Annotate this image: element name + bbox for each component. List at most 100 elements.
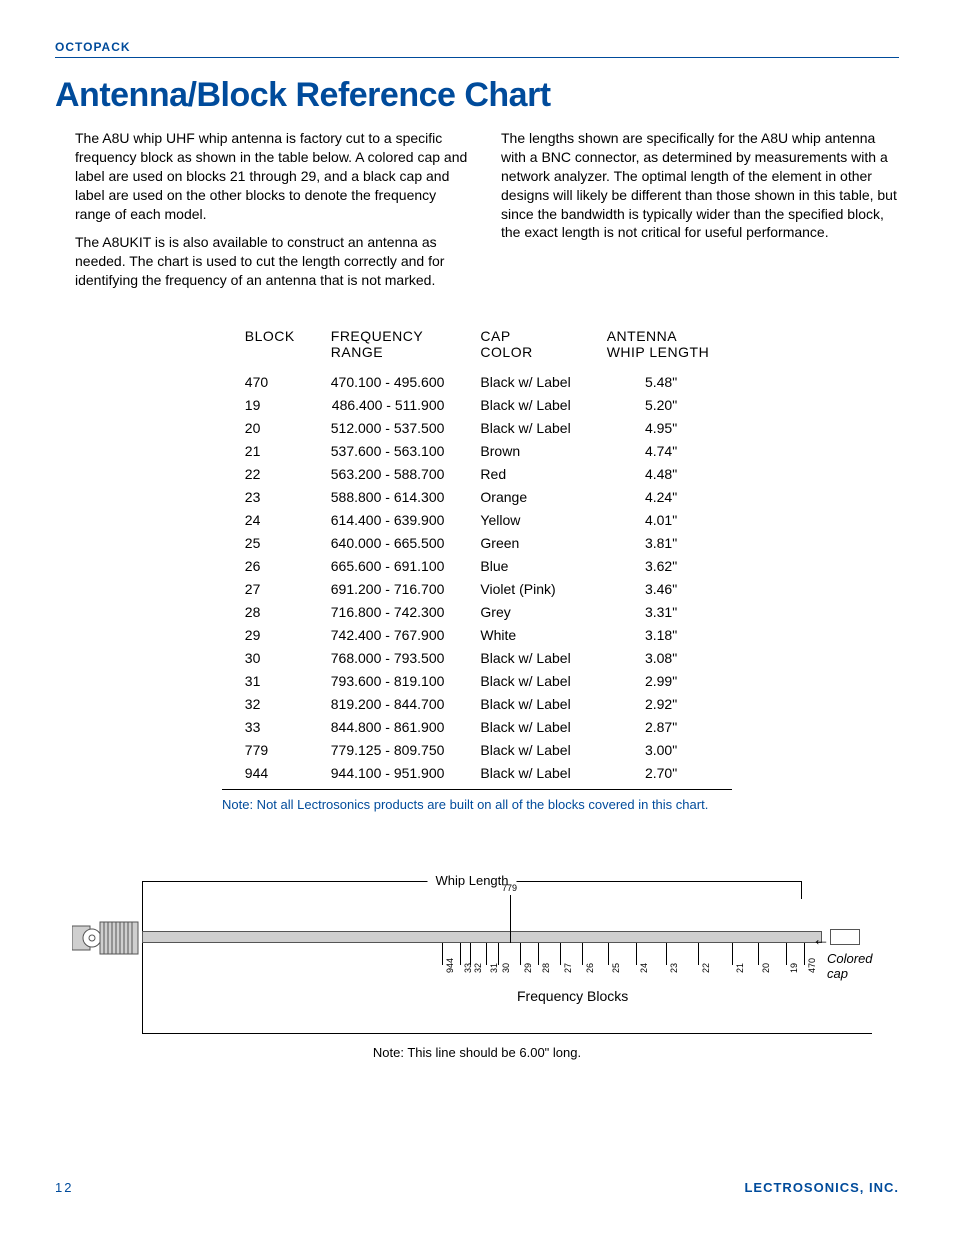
cell-frequency: 779.125 - 809.750 [313, 738, 463, 761]
cell-cap-color: Brown [462, 439, 588, 462]
antenna-diagram: Whip Length ← Colored cap 94433323130779… [72, 873, 882, 1073]
cell-cap-color: Black w/ Label [462, 416, 588, 439]
table-row: 944944.100 - 951.900Black w/ Label2.70" [227, 761, 727, 789]
cell-whip-length: 2.70" [589, 761, 727, 789]
frequency-tick [804, 943, 805, 965]
intro-columns: The A8U whip UHF whip antenna is factory… [75, 129, 899, 300]
cell-whip-length: 4.48" [589, 462, 727, 485]
cell-whip-length: 4.74" [589, 439, 727, 462]
cell-whip-length: 4.01" [589, 508, 727, 531]
frequency-tick [460, 943, 461, 965]
cell-frequency: 742.400 - 767.900 [313, 623, 463, 646]
table-row: 21537.600 - 563.100Brown4.74" [227, 439, 727, 462]
table-row: 28716.800 - 742.300Grey3.31" [227, 600, 727, 623]
cell-frequency: 819.200 - 844.700 [313, 692, 463, 715]
cell-frequency: 486.400 - 511.900 [313, 393, 463, 416]
cell-frequency: 563.200 - 588.700 [313, 462, 463, 485]
table-note-rule [222, 789, 732, 790]
frequency-tick [786, 943, 787, 965]
frequency-tick [442, 943, 443, 965]
cell-block: 32 [227, 692, 313, 715]
cell-cap-color: Blue [462, 554, 588, 577]
intro-right-column: The lengths shown are specifically for t… [501, 129, 899, 300]
cell-block: 29 [227, 623, 313, 646]
cell-whip-length: 5.20" [589, 393, 727, 416]
bnc-connector-icon [72, 908, 142, 968]
frequency-tick-label: 779 [502, 883, 517, 893]
page-footer: 12 LECTROSONICS, INC. [55, 1180, 899, 1195]
cell-whip-length: 2.87" [589, 715, 727, 738]
frequency-tick-label: 24 [639, 963, 649, 973]
cell-block: 25 [227, 531, 313, 554]
cell-block: 26 [227, 554, 313, 577]
table-row: 29742.400 - 767.900White3.18" [227, 623, 727, 646]
reference-table: BLOCK FREQUENCYRANGE CAPCOLOR ANTENNAWHI… [227, 328, 727, 789]
diagram-bottom-rule [142, 1033, 872, 1034]
frequency-tick-label: 20 [761, 963, 771, 973]
cell-cap-color: Black w/ Label [462, 738, 588, 761]
frequency-tick-label: 32 [473, 963, 483, 973]
whip-length-bracket: Whip Length [142, 881, 802, 899]
six-inch-note: Note: This line should be 6.00" long. [72, 1045, 882, 1060]
frequency-tick-label: 944 [445, 958, 455, 973]
th-length: ANTENNAWHIP LENGTH [589, 328, 727, 370]
frequency-blocks-label: Frequency Blocks [517, 988, 628, 1004]
diagram-left-rule [142, 893, 143, 1033]
intro-left-p2: The A8UKIT is is also available to const… [75, 233, 473, 290]
antenna-body [142, 931, 822, 943]
cell-cap-color: Black w/ Label [462, 393, 588, 416]
table-row: 22563.200 - 588.700Red4.48" [227, 462, 727, 485]
th-cap: CAPCOLOR [462, 328, 588, 370]
frequency-tick [608, 943, 609, 965]
cell-frequency: 793.600 - 819.100 [313, 669, 463, 692]
frequency-tick [698, 943, 699, 965]
cell-whip-length: 2.92" [589, 692, 727, 715]
cell-whip-length: 3.18" [589, 623, 727, 646]
cell-cap-color: Black w/ Label [462, 646, 588, 669]
intro-right-p1: The lengths shown are specifically for t… [501, 129, 899, 242]
frequency-tick-label: 470 [807, 958, 817, 973]
cell-frequency: 844.800 - 861.900 [313, 715, 463, 738]
frequency-tick-label: 26 [585, 963, 595, 973]
frequency-tick-label: 25 [611, 963, 621, 973]
table-row: 31793.600 - 819.100Black w/ Label2.99" [227, 669, 727, 692]
cell-block: 24 [227, 508, 313, 531]
cell-block: 944 [227, 761, 313, 789]
frequency-tick-label: 21 [735, 963, 745, 973]
frequency-tick-label: 22 [701, 963, 711, 973]
cell-whip-length: 3.81" [589, 531, 727, 554]
table-row: 24614.400 - 639.900Yellow4.01" [227, 508, 727, 531]
frequency-tick-label: 29 [523, 963, 533, 973]
footer-brand: LECTROSONICS, INC. [744, 1180, 899, 1195]
cell-cap-color: Green [462, 531, 588, 554]
cell-frequency: 588.800 - 614.300 [313, 485, 463, 508]
table-row: 25640.000 - 665.500Green3.81" [227, 531, 727, 554]
cap-arrow-icon: ← [812, 929, 830, 950]
cell-whip-length: 4.95" [589, 416, 727, 439]
cell-frequency: 537.600 - 563.100 [313, 439, 463, 462]
cell-whip-length: 3.46" [589, 577, 727, 600]
table-note: Note: Not all Lectrosonics products are … [222, 796, 732, 814]
cell-frequency: 716.800 - 742.300 [313, 600, 463, 623]
frequency-tick [510, 895, 511, 943]
cell-block: 779 [227, 738, 313, 761]
cell-frequency: 640.000 - 665.500 [313, 531, 463, 554]
frequency-tick [666, 943, 667, 965]
cell-cap-color: Black w/ Label [462, 761, 588, 789]
cell-frequency: 944.100 - 951.900 [313, 761, 463, 789]
cell-whip-length: 4.24" [589, 485, 727, 508]
table-row: 27691.200 - 716.700Violet (Pink)3.46" [227, 577, 727, 600]
cell-cap-color: Red [462, 462, 588, 485]
intro-left-column: The A8U whip UHF whip antenna is factory… [75, 129, 473, 300]
table-row: 470470.100 - 495.600Black w/ Label5.48" [227, 370, 727, 393]
frequency-tick [732, 943, 733, 965]
cell-cap-color: White [462, 623, 588, 646]
header-product-label: OCTOPACK [55, 40, 899, 58]
table-row: 26665.600 - 691.100Blue3.62" [227, 554, 727, 577]
cell-frequency: 691.200 - 716.700 [313, 577, 463, 600]
frequency-tick [636, 943, 637, 965]
frequency-tick-label: 19 [789, 963, 799, 973]
cell-frequency: 512.000 - 537.500 [313, 416, 463, 439]
cell-frequency: 768.000 - 793.500 [313, 646, 463, 669]
cell-cap-color: Black w/ Label [462, 669, 588, 692]
